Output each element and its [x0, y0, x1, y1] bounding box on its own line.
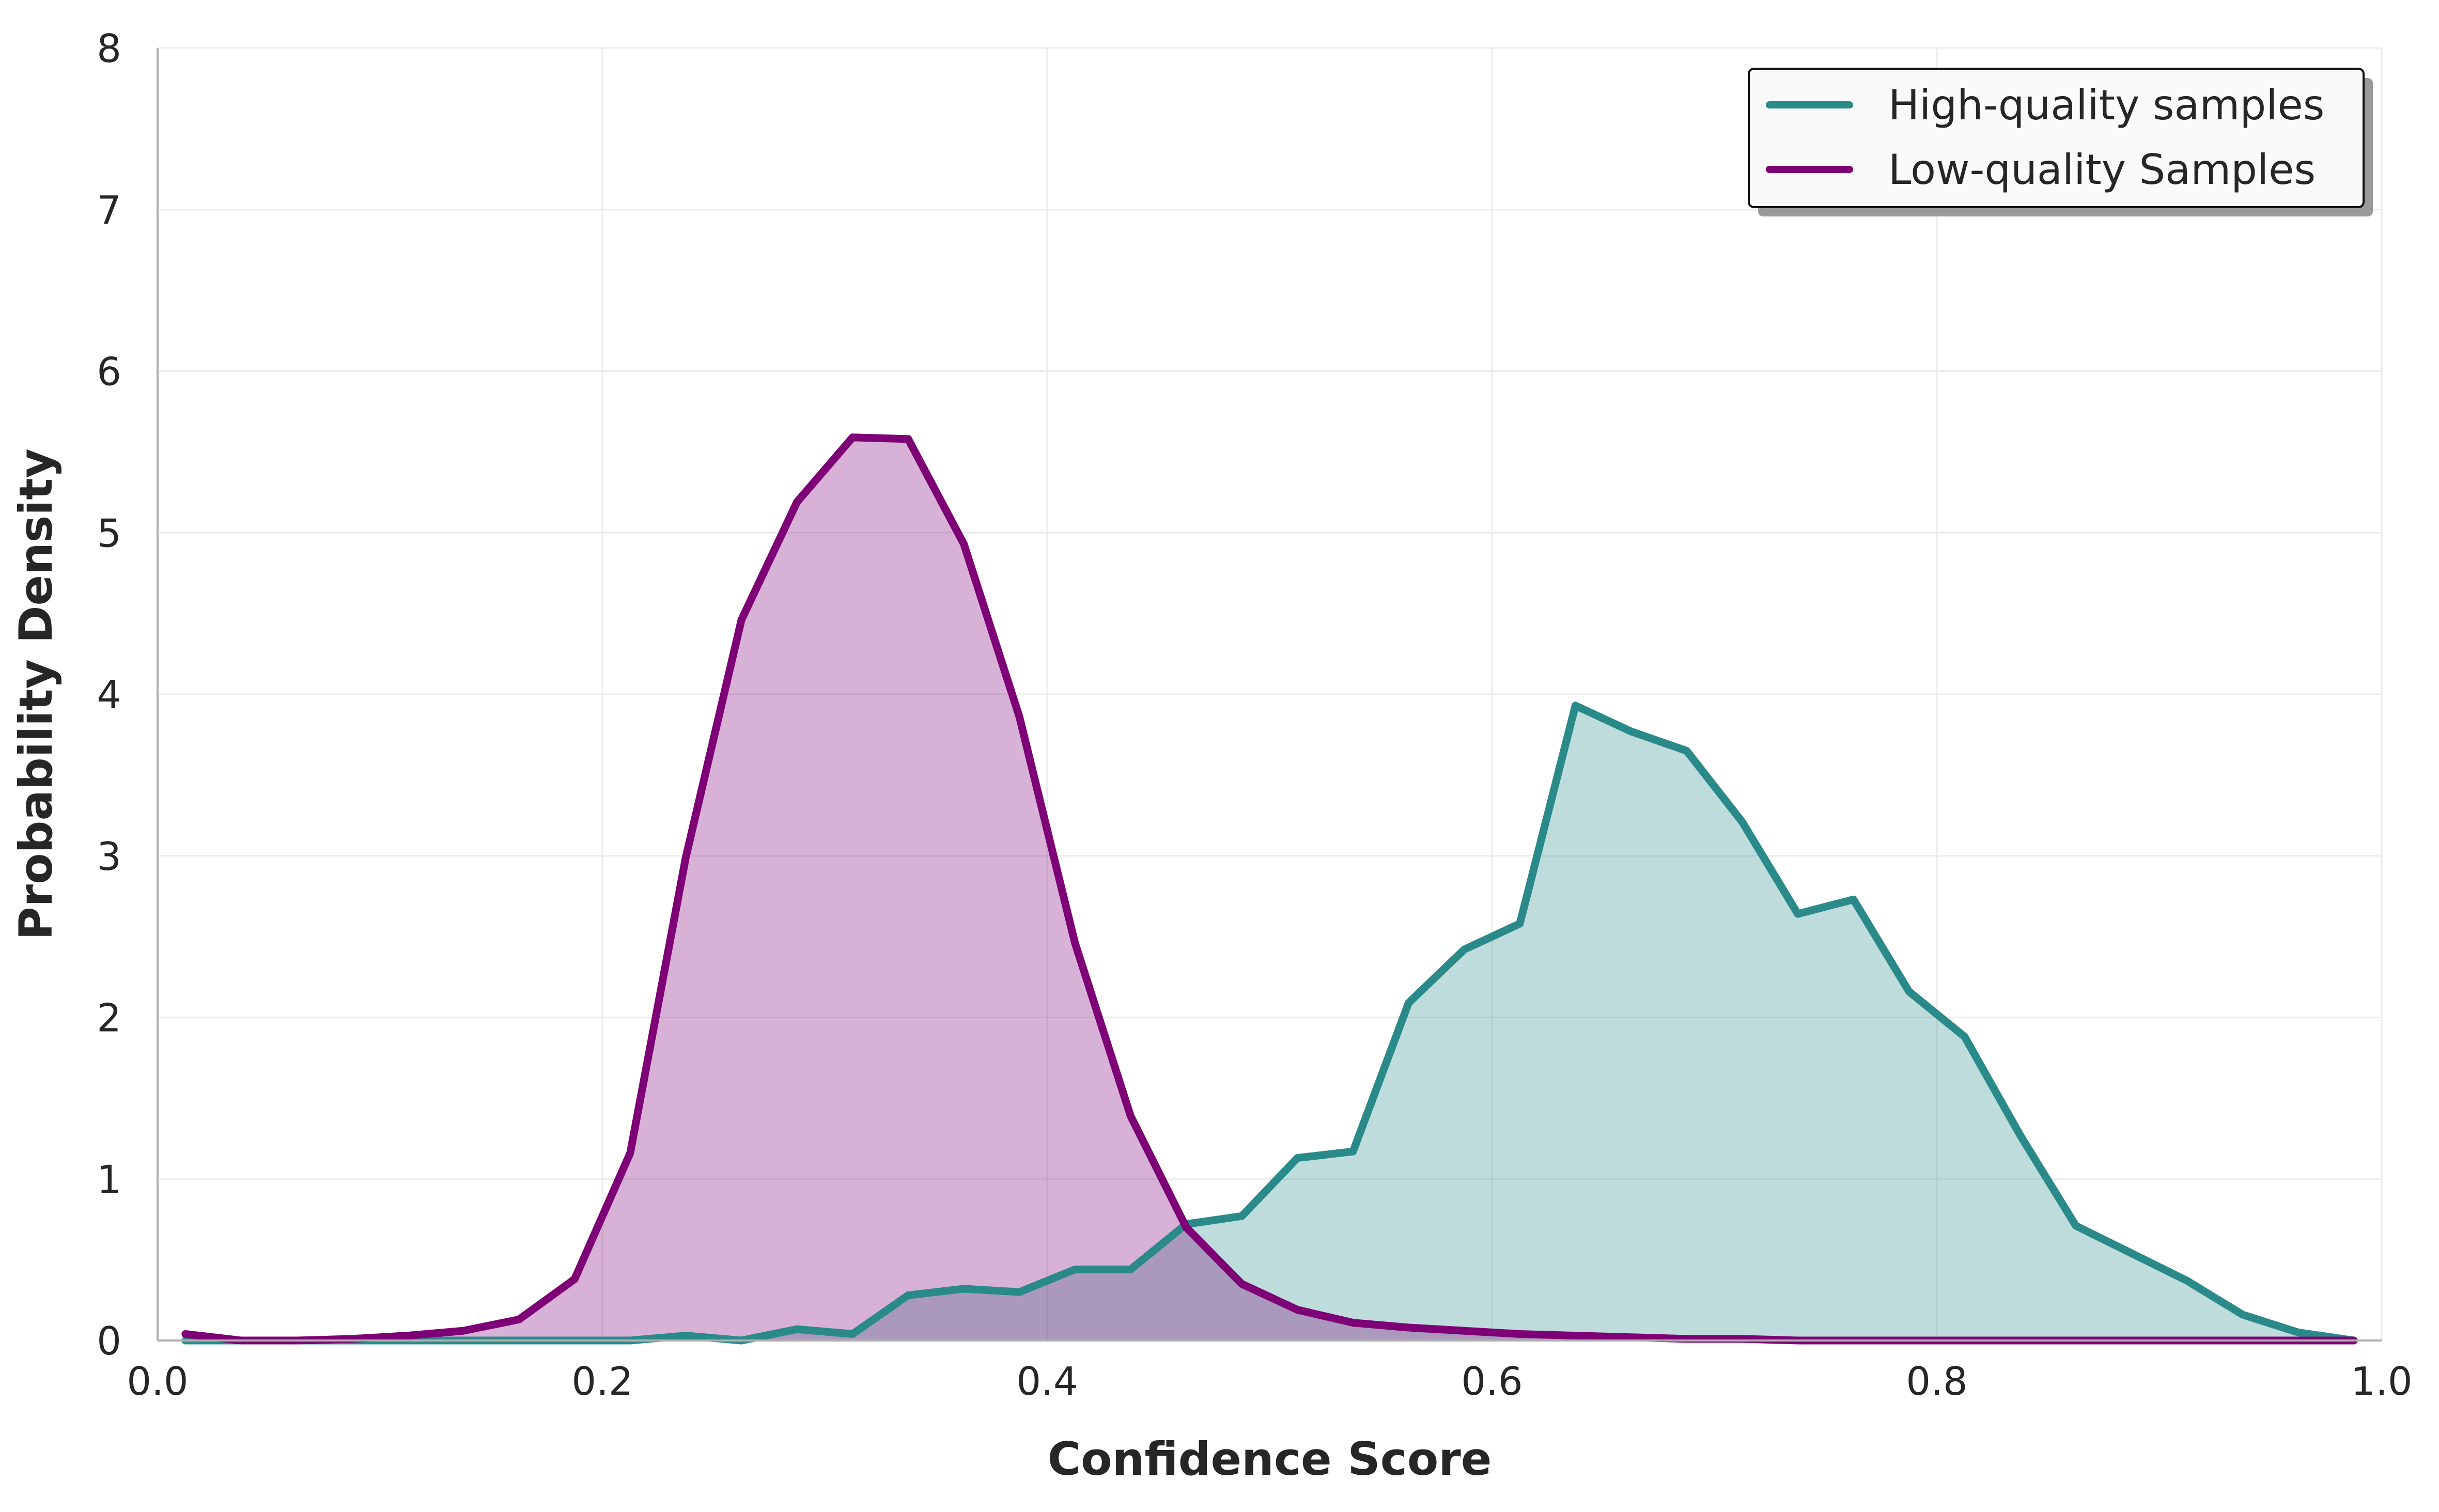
- high-quality-point: [1519, 923, 1520, 925]
- x-tick-label: 0.6: [1461, 1359, 1523, 1404]
- x-tick-label: 0.4: [1016, 1359, 1078, 1404]
- high-quality-point: [2075, 1225, 2077, 1226]
- high-quality-point: [1575, 705, 1576, 706]
- y-tick-label: 4: [97, 672, 121, 718]
- low-quality-point: [685, 856, 687, 858]
- low-quality-point: [907, 438, 909, 440]
- legend-label-low-quality: Low-quality Samples: [1888, 146, 2316, 194]
- high-quality-point: [1297, 1157, 1298, 1159]
- low-quality-point: [1408, 1327, 1409, 1328]
- high-quality-point: [852, 1333, 853, 1335]
- y-axis-title: Probability Density: [9, 448, 63, 940]
- high-quality-point: [1408, 1002, 1409, 1004]
- low-quality-point: [1352, 1322, 1354, 1323]
- legend: High-quality samples Low-quality Samples: [1748, 68, 2373, 216]
- x-tick-label: 1.0: [2351, 1359, 2412, 1404]
- low-quality-point: [1297, 1309, 1298, 1311]
- y-tick-label: 8: [97, 26, 121, 71]
- high-quality-point: [2242, 1314, 2243, 1315]
- high-quality-point: [2131, 1253, 2132, 1254]
- high-quality-point: [1074, 1269, 1076, 1270]
- y-tick-label: 5: [97, 510, 121, 556]
- high-quality-point: [907, 1295, 909, 1296]
- high-quality-point: [1630, 730, 1632, 732]
- low-quality-point: [184, 1333, 186, 1335]
- high-quality-point: [1908, 991, 1910, 992]
- low-quality-point: [963, 543, 965, 545]
- high-quality-point: [1742, 821, 1743, 823]
- high-quality-point: [1241, 1215, 1242, 1217]
- low-quality-point: [1630, 1336, 1632, 1338]
- y-tick-label: 7: [97, 188, 121, 233]
- high-quality-point: [1853, 899, 1854, 900]
- x-tick-label: 0.2: [571, 1359, 633, 1404]
- high-quality-point: [685, 1335, 687, 1336]
- low-quality-point: [629, 1152, 631, 1154]
- low-quality-point: [1130, 1115, 1131, 1117]
- low-quality-point: [351, 1338, 353, 1339]
- low-quality-point: [462, 1330, 464, 1332]
- low-quality-point: [1575, 1335, 1576, 1336]
- low-quality-point: [574, 1279, 576, 1280]
- grid: [157, 47, 2383, 1342]
- high-quality-point: [2297, 1332, 2299, 1333]
- x-axis-title: Confidence Score: [1048, 1432, 1492, 1486]
- high-quality-point: [963, 1288, 965, 1289]
- high-quality-point: [1464, 949, 1465, 950]
- axes: [157, 48, 2382, 1342]
- low-quality-point: [852, 437, 853, 438]
- low-quality-point: [407, 1335, 409, 1336]
- high-quality-point: [2019, 1134, 2021, 1136]
- high-quality-point: [2186, 1280, 2188, 1282]
- low-quality-point: [1686, 1338, 1687, 1339]
- x-tick-label: 0.0: [127, 1359, 188, 1404]
- high-quality-point: [1019, 1291, 1020, 1293]
- high-quality-point: [1352, 1151, 1354, 1152]
- low-quality-point: [1742, 1338, 1743, 1339]
- area-fills: [185, 437, 2354, 1341]
- low-quality-point: [1186, 1227, 1187, 1228]
- legend-label-high-quality: High-quality samples: [1888, 81, 2324, 129]
- high-quality-point: [1686, 750, 1687, 752]
- tick-labels: 0.0 0.2 0.4 0.6 0.8 1.0 0 1 2 3 4 5 6 7 8: [97, 26, 2412, 1404]
- low-quality-point: [1519, 1333, 1520, 1335]
- high-quality-point: [1130, 1269, 1131, 1270]
- y-tick-label: 2: [97, 995, 121, 1041]
- y-tick-label: 0: [97, 1318, 121, 1364]
- high-quality-area: [185, 705, 2354, 1340]
- low-quality-point: [518, 1319, 520, 1320]
- low-quality-point: [1019, 716, 1020, 718]
- low-quality-area: [185, 437, 2354, 1341]
- low-quality-point: [1074, 942, 1076, 944]
- low-quality-point: [1464, 1330, 1465, 1332]
- x-tick-label: 0.8: [1906, 1359, 1967, 1404]
- high-quality-point: [1797, 913, 1798, 915]
- y-tick-label: 1: [97, 1157, 121, 1202]
- high-quality-point: [1964, 1036, 1965, 1037]
- low-quality-point: [1241, 1283, 1242, 1285]
- low-quality-point: [741, 619, 742, 621]
- legend-box: [1748, 68, 2365, 208]
- high-quality-point: [796, 1329, 798, 1330]
- y-tick-label: 6: [97, 349, 121, 395]
- low-quality-point: [796, 501, 798, 503]
- y-tick-label: 3: [97, 834, 121, 879]
